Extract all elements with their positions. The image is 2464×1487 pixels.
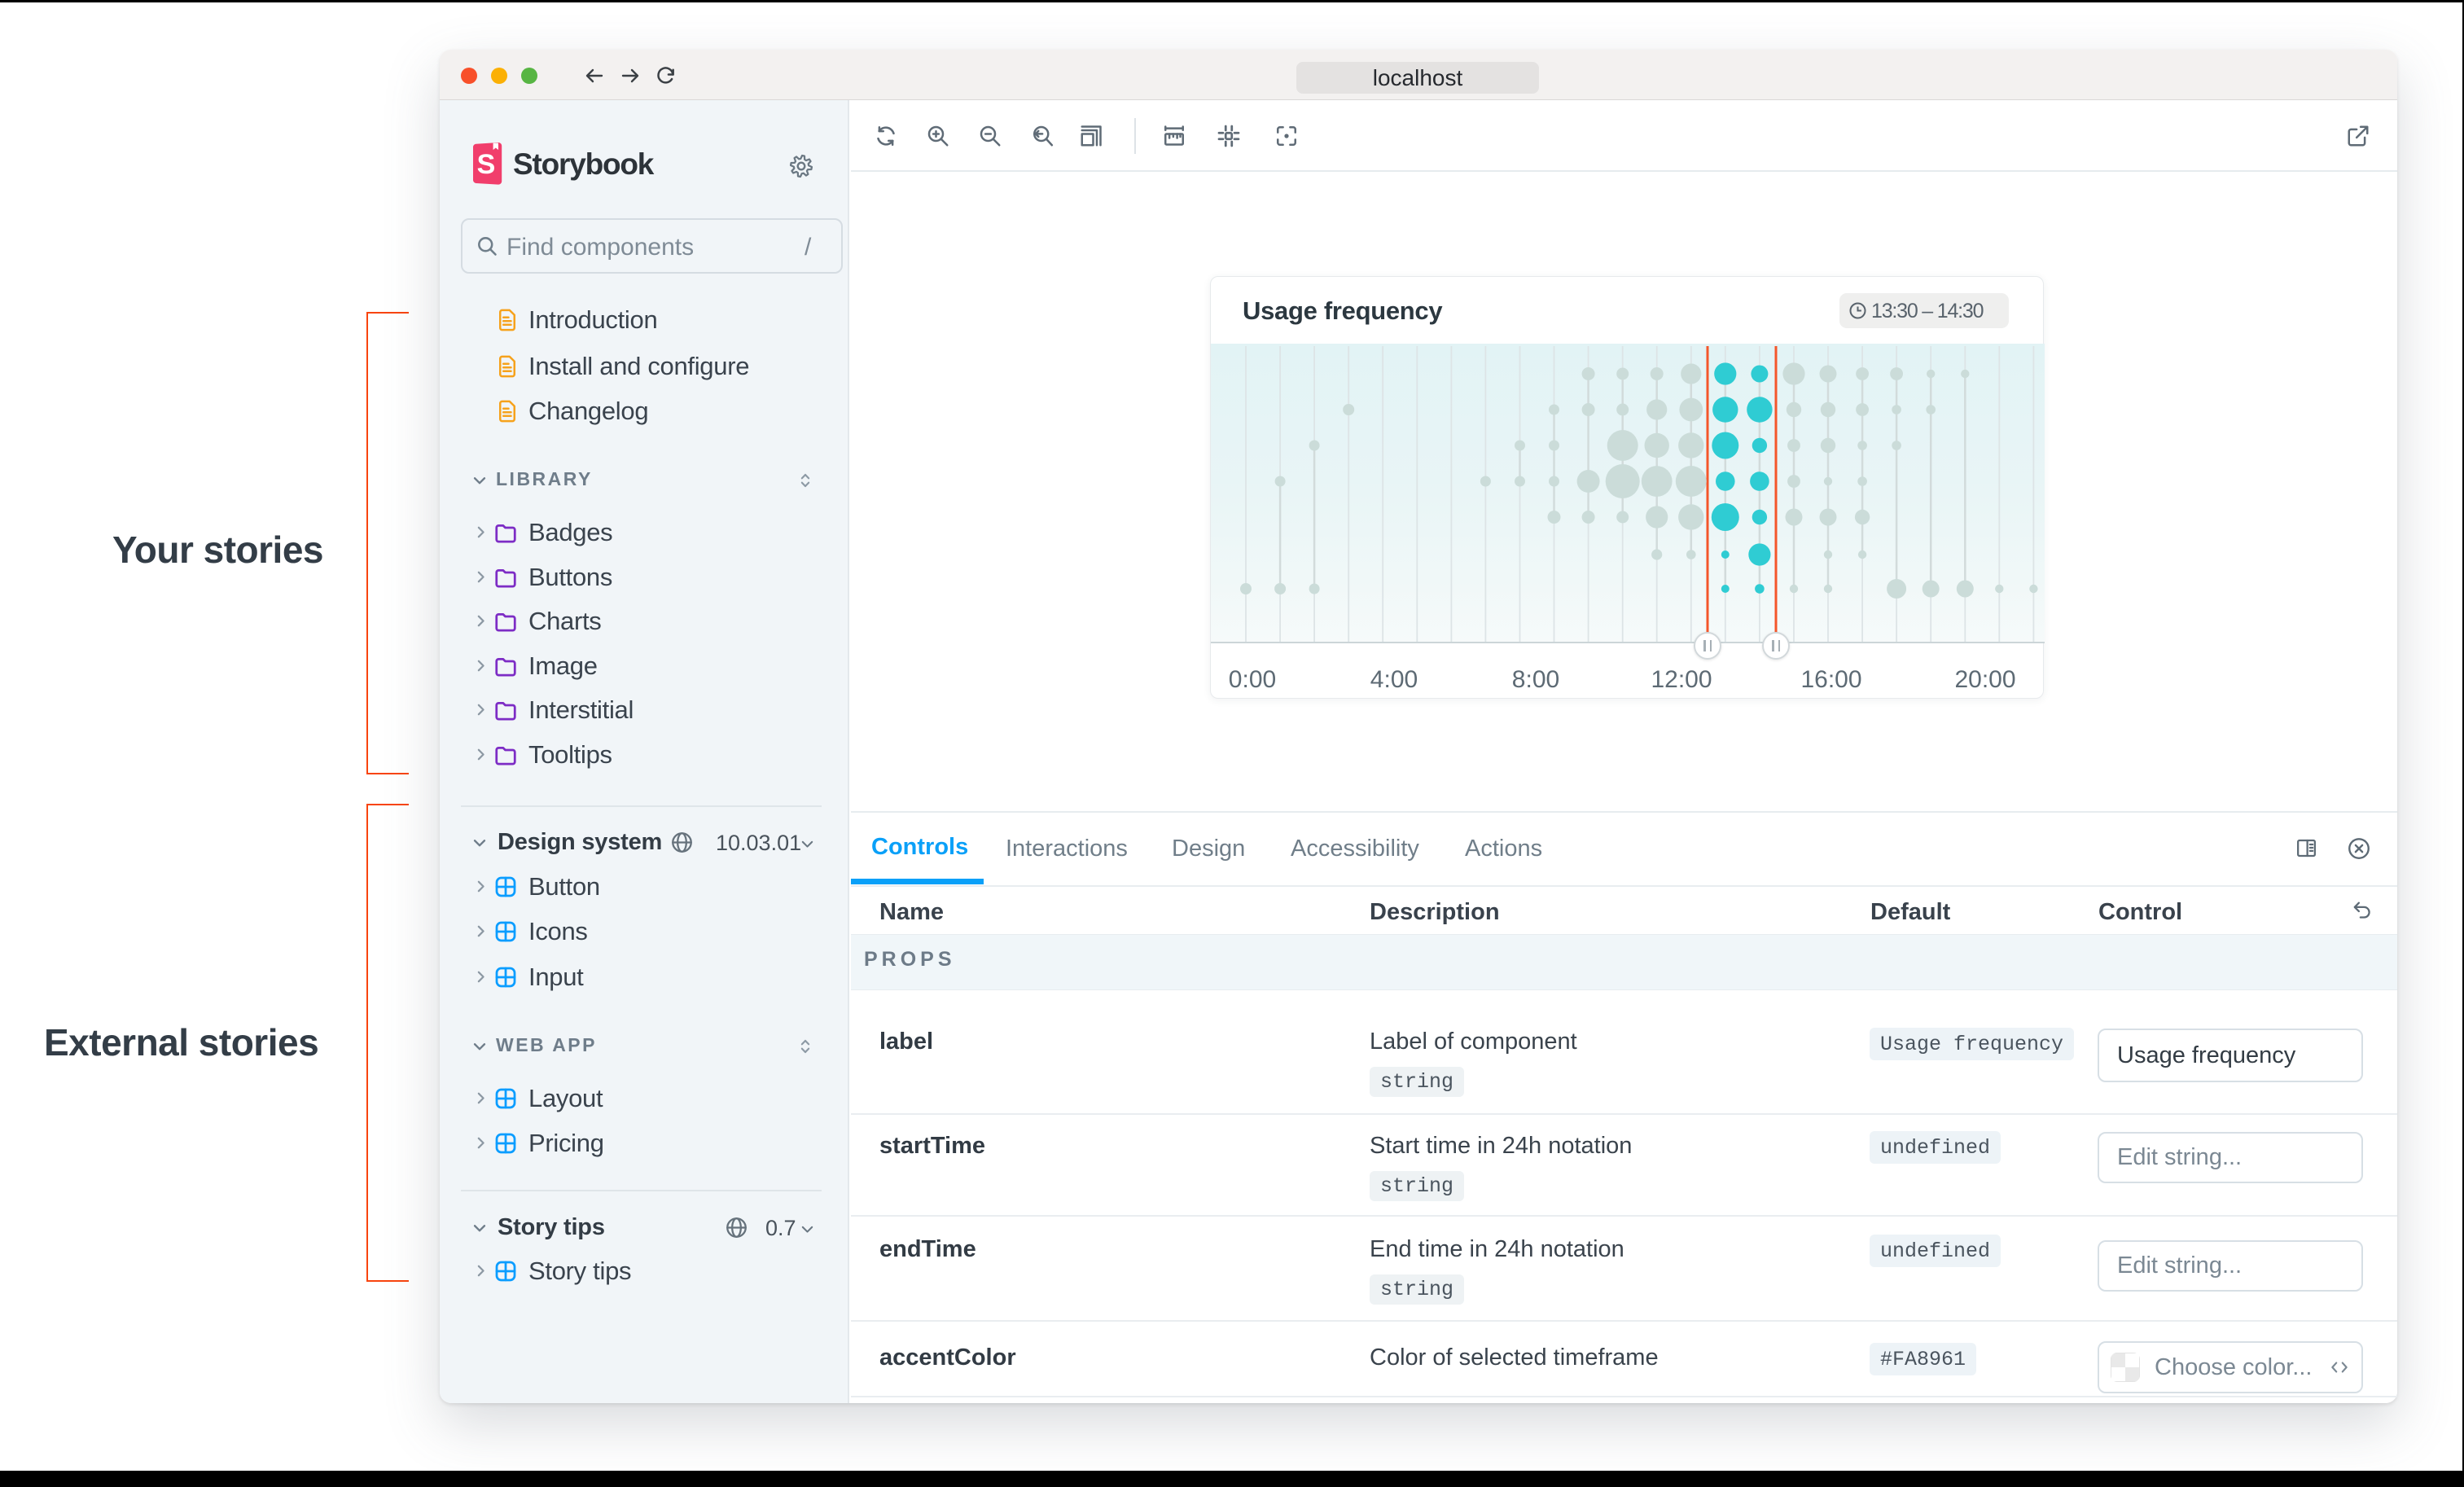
svg-text:S: S (477, 149, 496, 180)
